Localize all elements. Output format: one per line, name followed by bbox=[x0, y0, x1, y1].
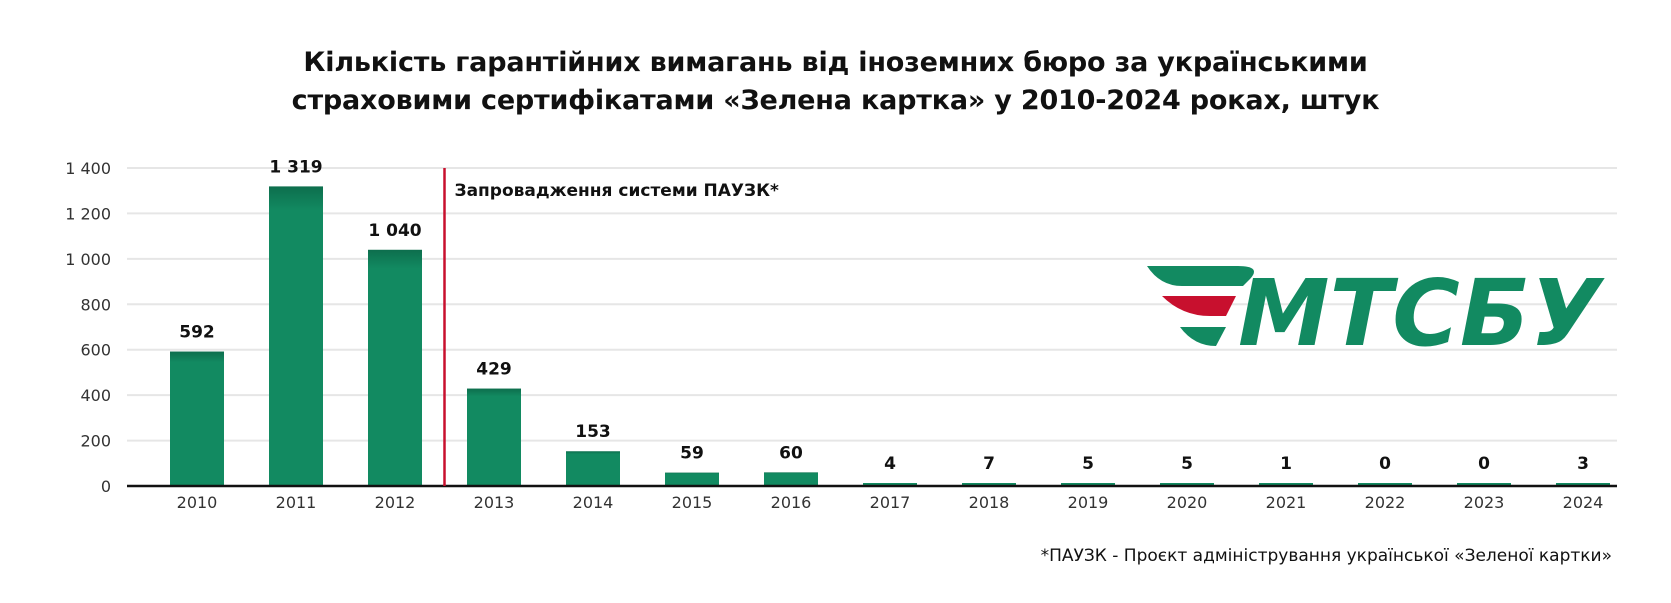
value-labels: 592 1 319 1 040 429 153 59 60 4 7 5 5 1 0 0 3 bbox=[179, 157, 1589, 474]
value-label: 5 bbox=[1082, 454, 1094, 474]
logo-wordmark: МТСБУ bbox=[1238, 260, 1605, 367]
bar-2020 bbox=[1160, 483, 1214, 486]
value-label: 1 319 bbox=[269, 157, 322, 177]
x-tick-label: 2024 bbox=[1563, 493, 1604, 512]
value-label: 3 bbox=[1577, 454, 1589, 474]
y-tick-label: 400 bbox=[80, 386, 111, 405]
x-tick-label: 2013 bbox=[474, 493, 515, 512]
value-label: 4 bbox=[884, 454, 896, 474]
y-tick-label: 200 bbox=[80, 432, 111, 451]
x-tick-label: 2019 bbox=[1068, 493, 1109, 512]
bar-2023 bbox=[1457, 483, 1511, 486]
y-tick-label: 1 200 bbox=[65, 204, 111, 223]
value-label: 429 bbox=[476, 360, 512, 380]
chart-title: Кількість гарантійних вимагань від інозе… bbox=[0, 44, 1671, 120]
x-tick-label: 2016 bbox=[771, 493, 812, 512]
value-label: 153 bbox=[575, 422, 611, 442]
bar-2016 bbox=[764, 472, 818, 486]
value-label: 1 bbox=[1280, 454, 1292, 474]
value-label: 59 bbox=[680, 444, 704, 464]
value-label: 1 040 bbox=[368, 221, 421, 241]
x-tick-label: 2012 bbox=[375, 493, 416, 512]
bar-2019 bbox=[1061, 483, 1115, 486]
y-axis-ticks: 0 200 400 600 800 1 000 1 200 1 400 bbox=[65, 159, 111, 496]
bar-2014 bbox=[566, 451, 620, 486]
value-label: 7 bbox=[983, 454, 995, 474]
bar-2021 bbox=[1259, 483, 1313, 486]
chart-title-line-1: Кількість гарантійних вимагань від інозе… bbox=[303, 47, 1368, 78]
x-tick-label: 2018 bbox=[969, 493, 1010, 512]
x-tick-label: 2010 bbox=[177, 493, 218, 512]
x-tick-label: 2021 bbox=[1266, 493, 1307, 512]
bar-2018 bbox=[962, 483, 1016, 486]
value-label: 592 bbox=[179, 323, 215, 343]
value-label: 0 bbox=[1379, 454, 1391, 474]
bars bbox=[127, 186, 1617, 488]
y-tick-label: 0 bbox=[101, 477, 111, 496]
bar-2013 bbox=[467, 388, 521, 486]
bar-2024 bbox=[1556, 483, 1610, 486]
bar-2015 bbox=[665, 472, 719, 486]
mtsbu-logo: МТСБУ bbox=[1147, 260, 1605, 367]
value-label: 5 bbox=[1181, 454, 1193, 474]
logo-stripe-top bbox=[1147, 266, 1254, 286]
x-tick-label: 2020 bbox=[1167, 493, 1208, 512]
bar-2022 bbox=[1358, 483, 1412, 486]
bar-2011 bbox=[269, 186, 323, 487]
value-label: 60 bbox=[779, 443, 803, 463]
bar-2010 bbox=[170, 351, 224, 486]
y-tick-label: 800 bbox=[80, 295, 111, 314]
x-tick-label: 2023 bbox=[1464, 493, 1505, 512]
bar-2017 bbox=[863, 483, 917, 486]
logo-stripe-mid bbox=[1162, 296, 1236, 316]
x-tick-label: 2022 bbox=[1365, 493, 1406, 512]
x-tick-label: 2017 bbox=[870, 493, 911, 512]
annotation-label: Запровадження системи ПАУЗК* bbox=[455, 181, 780, 201]
x-axis-ticks: 2010 2011 2012 2013 2014 2015 2016 2017 2018 2019… bbox=[177, 493, 1604, 512]
value-label: 0 bbox=[1478, 454, 1490, 474]
x-tick-label: 2015 bbox=[672, 493, 713, 512]
y-tick-label: 1 000 bbox=[65, 250, 111, 269]
x-tick-label: 2011 bbox=[276, 493, 317, 512]
bar-2012 bbox=[368, 249, 422, 486]
footnote: *ПАУЗК - Проєкт адміністрування українсь… bbox=[1040, 546, 1612, 566]
chart-title-line-2: страховими сертифікатами «Зелена картка»… bbox=[291, 85, 1380, 116]
annotation: Запровадження системи ПАУЗК* bbox=[443, 168, 780, 486]
y-tick-label: 600 bbox=[80, 341, 111, 360]
stripes-logo-icon bbox=[1147, 266, 1254, 346]
x-tick-label: 2014 bbox=[573, 493, 614, 512]
y-tick-label: 1 400 bbox=[65, 159, 111, 178]
logo-stripe-bot bbox=[1180, 327, 1226, 346]
